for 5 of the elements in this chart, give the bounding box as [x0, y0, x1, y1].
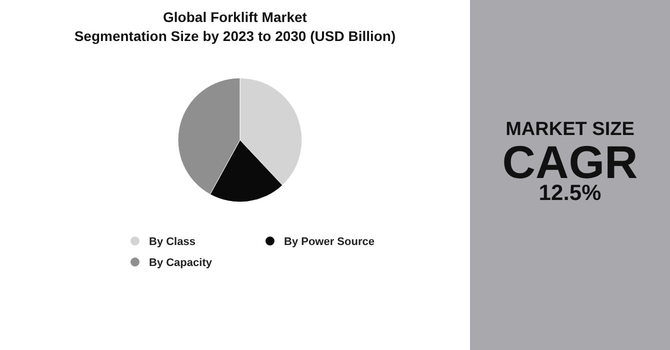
- legend-label: By Class: [149, 236, 196, 248]
- legend-label: By Capacity: [149, 257, 213, 269]
- text: MARKET SIZE: [506, 119, 634, 140]
- chart-title: Global Forklift Market Segmentation Size by 2023 to 2030 (USD Billion): [74, 9, 396, 44]
- legend-label: By Power Source: [284, 236, 374, 248]
